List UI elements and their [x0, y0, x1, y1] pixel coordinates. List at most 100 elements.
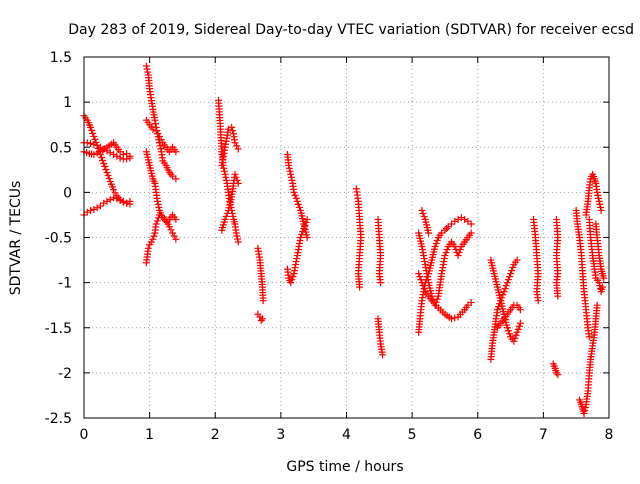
data-point-marker [234, 235, 242, 243]
data-point-marker [293, 197, 301, 205]
data-point-marker [415, 270, 423, 278]
data-point-marker [420, 285, 428, 293]
data-point-marker [500, 288, 508, 296]
x-axis-label: GPS time / hours [286, 459, 403, 475]
data-point-marker [595, 279, 603, 287]
data-point-marker [297, 234, 305, 241]
data-point-marker [418, 206, 426, 214]
data-point-marker [88, 126, 96, 134]
data-point-marker [356, 283, 364, 291]
data-point-marker [144, 68, 152, 76]
data-point-marker [119, 198, 127, 206]
data-point-marker [83, 139, 91, 147]
data-point-marker [165, 223, 173, 231]
data-point-marker [157, 136, 165, 144]
data-point-marker [502, 282, 510, 290]
data-point-marker [89, 129, 97, 137]
data-point-marker [302, 218, 310, 226]
data-point-marker [581, 403, 589, 411]
data-point-marker [90, 132, 98, 140]
data-point-marker [493, 306, 501, 314]
data-point-marker [259, 315, 266, 323]
data-point-marker [221, 170, 229, 178]
data-point-marker [451, 314, 459, 322]
data-point-marker [516, 319, 524, 327]
data-point-marker [288, 176, 296, 184]
data-point-marker [222, 176, 230, 184]
data-point-marker [104, 172, 112, 180]
x-tick-label: 3 [276, 427, 285, 443]
data-point-marker [223, 209, 231, 217]
data-point-marker [594, 191, 602, 199]
data-point-marker [417, 276, 425, 284]
data-point-marker [581, 406, 589, 414]
data-point-marker [510, 337, 518, 345]
data-point-marker [425, 229, 433, 237]
data-point-marker [291, 191, 299, 199]
data-point-marker [98, 153, 105, 161]
chart-title: Day 283 of 2019, Sidereal Day-to-day VTE… [68, 22, 634, 38]
data-point-marker [229, 127, 237, 135]
data-point-marker [461, 215, 469, 223]
data-point-marker [151, 116, 159, 124]
data-point-marker [103, 197, 111, 205]
data-point-marker [504, 327, 512, 335]
data-point-marker [377, 279, 385, 287]
data-point-marker [93, 204, 101, 212]
x-tick-label: 1 [145, 427, 154, 443]
data-point-marker [144, 244, 152, 252]
data-point-marker [554, 371, 562, 379]
data-point-marker [431, 243, 439, 251]
data-point-marker [554, 292, 562, 300]
data-point-marker [290, 188, 298, 196]
data-point-marker [91, 135, 99, 143]
data-point-marker [442, 249, 450, 257]
data-point-marker [234, 145, 242, 153]
data-point-marker [153, 217, 161, 225]
data-point-marker [508, 267, 516, 275]
data-point-marker [99, 156, 107, 164]
data-point-marker [596, 200, 604, 208]
data-point-marker [467, 229, 475, 237]
data-point-marker [514, 325, 522, 333]
data-point-marker [513, 256, 521, 264]
data-point-marker [110, 150, 118, 158]
x-tick-label: 6 [473, 427, 482, 443]
data-point-marker [233, 142, 241, 150]
data-point-marker [585, 333, 593, 341]
data-point-marker [501, 285, 509, 293]
data-point-marker [292, 194, 300, 202]
data-point-marker [221, 215, 229, 223]
data-point-marker [234, 238, 242, 246]
y-tick-label: 1 [63, 95, 72, 111]
data-point-marker [455, 249, 463, 257]
x-tick-label: 8 [605, 427, 614, 443]
data-point-marker [451, 243, 459, 251]
data-point-marker [580, 409, 588, 417]
data-point-marker [419, 209, 427, 217]
data-point-marker [432, 240, 440, 248]
y-tick-label: -2.5 [45, 411, 72, 427]
data-point-marker [155, 203, 163, 211]
data-point-marker [172, 215, 180, 223]
data-point-marker [505, 330, 513, 338]
data-point-marker [513, 328, 521, 336]
data-point-marker [220, 167, 228, 175]
data-point-marker [534, 297, 542, 305]
data-point-marker [294, 200, 302, 208]
data-point-marker [228, 123, 236, 131]
data-point-marker [233, 232, 241, 240]
data-point-marker [598, 283, 606, 291]
axis-ticks: 0 1 2 3 4 5 6 7 8 -2.5 -2 -1.5 -1 -0.5 0 0.5 1 1.5 [45, 50, 614, 443]
y-tick-label: -1 [58, 276, 72, 292]
data-point-marker [286, 167, 294, 175]
data-point-marker [169, 229, 177, 237]
data-point-marker [101, 163, 109, 171]
data-point-marker [234, 179, 242, 187]
data-point-marker [441, 252, 449, 260]
data-point-marker [142, 62, 150, 70]
data-point-marker [303, 215, 311, 223]
data-point-marker [379, 351, 387, 359]
data-point-marker [170, 232, 178, 240]
x-tick-label: 2 [211, 427, 220, 443]
